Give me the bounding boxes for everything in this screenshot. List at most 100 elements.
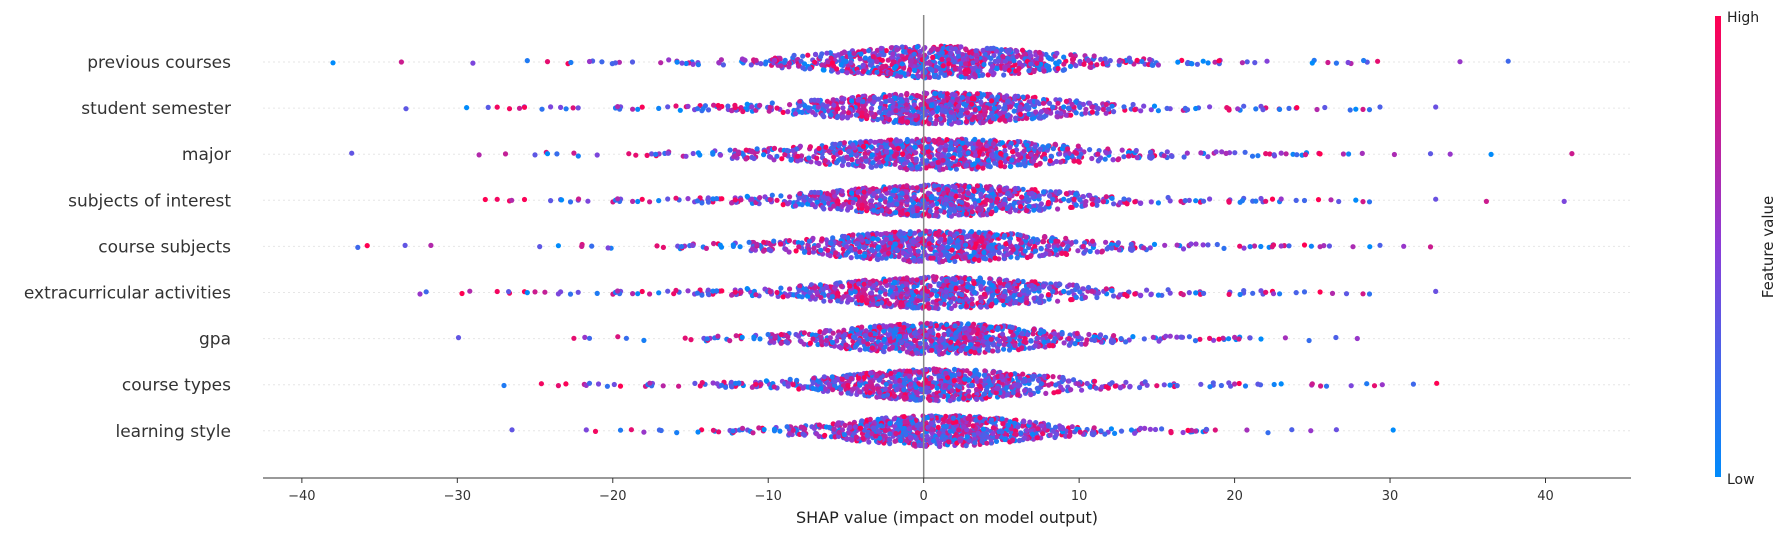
shap-point (879, 115, 885, 121)
shap-point (980, 212, 986, 218)
shap-point (854, 240, 860, 246)
shap-point (1309, 60, 1315, 66)
shap-point (929, 161, 936, 167)
shap-point (1036, 193, 1042, 199)
shap-point (647, 291, 653, 297)
shap-point (785, 201, 791, 207)
shap-point (924, 90, 930, 97)
shap-point (974, 91, 981, 97)
shap-point (907, 112, 913, 118)
shap-point (1250, 290, 1256, 296)
shap-point (1294, 105, 1300, 111)
shap-point (960, 52, 966, 58)
shap-point (509, 197, 515, 203)
shap-point (989, 98, 995, 104)
shap-point (871, 191, 877, 197)
shap-point (911, 194, 917, 200)
shap-point (1087, 248, 1093, 254)
shap-point (997, 117, 1003, 123)
shap-point (554, 151, 560, 157)
shap-point (1264, 58, 1270, 64)
shap-point (816, 160, 822, 167)
shap-point (807, 197, 813, 203)
shap-point (1016, 66, 1022, 72)
shap-point (1073, 110, 1079, 116)
shap-point (907, 229, 913, 235)
shap-point (987, 164, 993, 170)
shap-point (930, 255, 936, 261)
shap-point (470, 60, 476, 66)
shap-point (860, 164, 866, 170)
shap-point (886, 250, 892, 256)
shap-point (911, 67, 918, 73)
shap-point (1038, 246, 1044, 252)
shap-point (1089, 155, 1095, 162)
shap-point (658, 60, 664, 66)
shap-point (705, 199, 712, 205)
shap-point (987, 252, 993, 258)
shap-point (855, 159, 861, 165)
shap-point (1013, 207, 1019, 213)
shap-point (875, 244, 882, 250)
shap-point (1007, 163, 1014, 170)
shap-point (864, 113, 870, 119)
shap-point (996, 104, 1002, 110)
shap-point (900, 237, 906, 243)
shap-point (991, 141, 997, 147)
shap-point (963, 102, 969, 108)
shap-point (1561, 198, 1567, 204)
shap-point (898, 157, 905, 163)
shap-point (349, 150, 355, 156)
shap-point (1083, 106, 1089, 112)
shap-point (589, 243, 595, 249)
shap-point (1000, 53, 1006, 60)
shap-point (1028, 61, 1034, 67)
shap-point (989, 209, 995, 215)
shap-point (1031, 207, 1037, 213)
shap-point (984, 143, 990, 149)
shap-point (330, 60, 336, 66)
shap-point (971, 256, 978, 262)
shap-point (885, 57, 891, 63)
shap-point (1039, 252, 1045, 258)
shap-point (1111, 109, 1117, 115)
shap-point (955, 53, 962, 59)
shap-point (1036, 115, 1042, 121)
shap-point (1013, 115, 1019, 121)
shap-point (506, 106, 513, 112)
shap-point (994, 66, 1000, 72)
shap-point (806, 155, 812, 161)
shap-point (936, 187, 942, 193)
shap-point (727, 147, 733, 153)
shap-point (959, 234, 965, 241)
shap-point (975, 68, 981, 74)
shap-point (948, 45, 954, 51)
shap-point (1012, 185, 1018, 192)
feature-points-row (330, 43, 1511, 81)
shap-point (871, 207, 877, 213)
shap-point (830, 97, 836, 103)
shap-point (796, 244, 802, 250)
shap-point (973, 48, 979, 54)
shap-point (548, 104, 554, 110)
shap-point (894, 138, 900, 144)
shap-point (965, 233, 971, 239)
shap-point (899, 44, 905, 50)
shap-point (1198, 150, 1204, 156)
shap-point (836, 240, 842, 246)
shap-point (828, 112, 834, 118)
shap-point (933, 213, 939, 219)
shap-point (978, 99, 984, 105)
shap-point (1505, 58, 1511, 64)
shap-point (899, 190, 905, 196)
shap-point (1041, 189, 1047, 195)
shap-point (1017, 232, 1023, 238)
feature-points-row (403, 89, 1439, 127)
shap-point (951, 233, 958, 239)
shap-point (982, 112, 988, 118)
shap-point (710, 150, 716, 156)
shap-point (988, 152, 995, 158)
shap-point (1036, 49, 1043, 56)
shap-point (994, 232, 1000, 238)
shap-point (1032, 144, 1038, 150)
